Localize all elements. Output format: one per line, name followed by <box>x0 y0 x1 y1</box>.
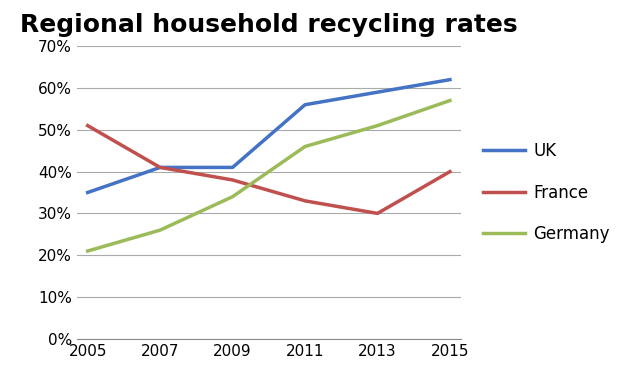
Germany <box>446 98 454 103</box>
France <box>228 177 236 182</box>
France <box>446 169 454 174</box>
UK <box>228 165 236 170</box>
Germany <box>84 249 92 253</box>
UK <box>374 90 381 94</box>
Germany <box>301 144 309 149</box>
France <box>374 211 381 216</box>
Germany <box>228 194 236 199</box>
Legend: UK, France, Germany: UK, France, Germany <box>477 136 617 249</box>
France <box>84 123 92 128</box>
Germany <box>374 123 381 128</box>
UK <box>84 190 92 195</box>
Line: UK: UK <box>88 80 450 192</box>
Line: Germany: Germany <box>88 100 450 251</box>
UK <box>446 77 454 82</box>
Germany <box>156 228 164 233</box>
UK <box>301 102 309 107</box>
France <box>156 165 164 170</box>
France <box>301 199 309 203</box>
Line: France: France <box>88 126 450 213</box>
Title: Regional household recycling rates: Regional household recycling rates <box>20 13 518 37</box>
UK <box>156 165 164 170</box>
